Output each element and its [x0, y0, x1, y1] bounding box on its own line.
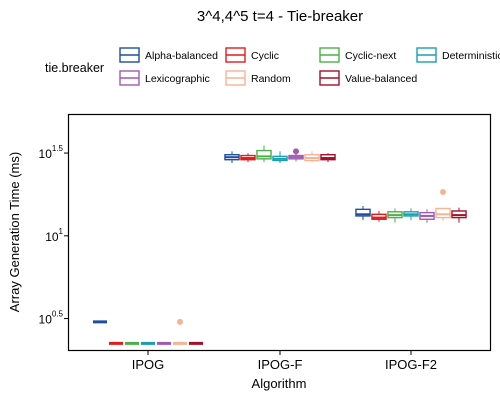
box-value-balanced-ipog	[188, 341, 204, 345]
outlier-point	[177, 318, 183, 325]
x-axis-label: Algorithm	[252, 376, 307, 391]
x-tick-label: IPOG-F2	[385, 357, 437, 372]
box-lexicographic-ipog	[156, 341, 172, 345]
legend-label: Lexicographic	[145, 73, 210, 85]
legend-item: Cyclic	[225, 47, 279, 63]
box-value-balanced-ipog-f2	[451, 207, 467, 223]
legend-label: Cyclic-next	[345, 50, 396, 62]
legend: Alpha-balanced Cyclic Cyclic-next Determini…	[119, 47, 500, 86]
legend-item: Cyclic-next	[319, 47, 396, 63]
box-cyclic-next-ipog	[124, 341, 140, 345]
y-tick-label: 101	[45, 227, 63, 244]
legend-item: Value-balanced	[319, 70, 417, 86]
box-random-ipog	[172, 318, 188, 345]
outlier-point	[440, 188, 446, 195]
box-median	[156, 341, 172, 345]
box-layer	[92, 145, 467, 345]
y-tick-label: 101.5	[39, 144, 64, 161]
plot-panel	[67, 113, 492, 352]
y-axis: 100.5 101 101.5	[39, 144, 69, 327]
y-axis-label: Array Generation Time (ms)	[7, 152, 22, 312]
y-tick-label: 100.5	[39, 310, 64, 327]
legend-label: Cyclic	[251, 50, 279, 62]
legend-title: tie.breaker	[45, 61, 104, 75]
legend-item: Alpha-balanced	[119, 47, 218, 63]
legend-label: Value-balanced	[345, 73, 417, 85]
box-median	[108, 341, 124, 345]
box-median	[188, 341, 204, 345]
box-deterministic-ipog-f2	[403, 208, 419, 221]
box-random-ipog-f	[304, 151, 320, 163]
box-median	[124, 341, 140, 345]
box-iqr	[355, 208, 371, 217]
legend-item: Deterministic	[416, 47, 500, 63]
outlier-point	[293, 148, 299, 155]
legend-item: Lexicographic	[119, 70, 210, 86]
box-value-balanced-ipog-f	[320, 153, 336, 163]
chart-title: 3^4,4^5 t=4 - Tie-breaker	[197, 8, 363, 25]
box-deterministic-ipog	[140, 341, 156, 345]
legend-label: Alpha-balanced	[145, 50, 218, 62]
box-median	[92, 320, 108, 324]
box-deterministic-ipog-f	[272, 151, 288, 163]
box-alpha-balanced-ipog-f	[224, 151, 240, 163]
box-alpha-balanced-ipog	[92, 320, 108, 324]
box-lexicographic-ipog-f2	[419, 209, 435, 223]
x-tick-label: IPOG	[132, 357, 165, 372]
box-iqr	[256, 149, 272, 160]
box-cyclic-next-ipog-f2	[387, 208, 403, 223]
box-median	[172, 341, 188, 345]
box-median	[140, 341, 156, 345]
box-alpha-balanced-ipog-f2	[355, 206, 371, 221]
x-axis: IPOG IPOG-F IPOG-F2	[132, 350, 437, 372]
box-iqr	[435, 207, 451, 219]
box-cyclic-next-ipog-f	[256, 145, 272, 163]
legend-label: Deterministic	[442, 50, 500, 62]
box-lexicographic-ipog-f	[288, 148, 304, 162]
legend-item: Random	[225, 70, 291, 86]
box-cyclic-ipog-f	[240, 153, 256, 163]
x-tick-label: IPOG-F	[258, 357, 303, 372]
legend-label: Random	[251, 73, 291, 85]
box-random-ipog-f2	[435, 188, 451, 221]
box-cyclic-ipog-f2	[371, 210, 387, 222]
box-cyclic-ipog	[108, 341, 124, 345]
